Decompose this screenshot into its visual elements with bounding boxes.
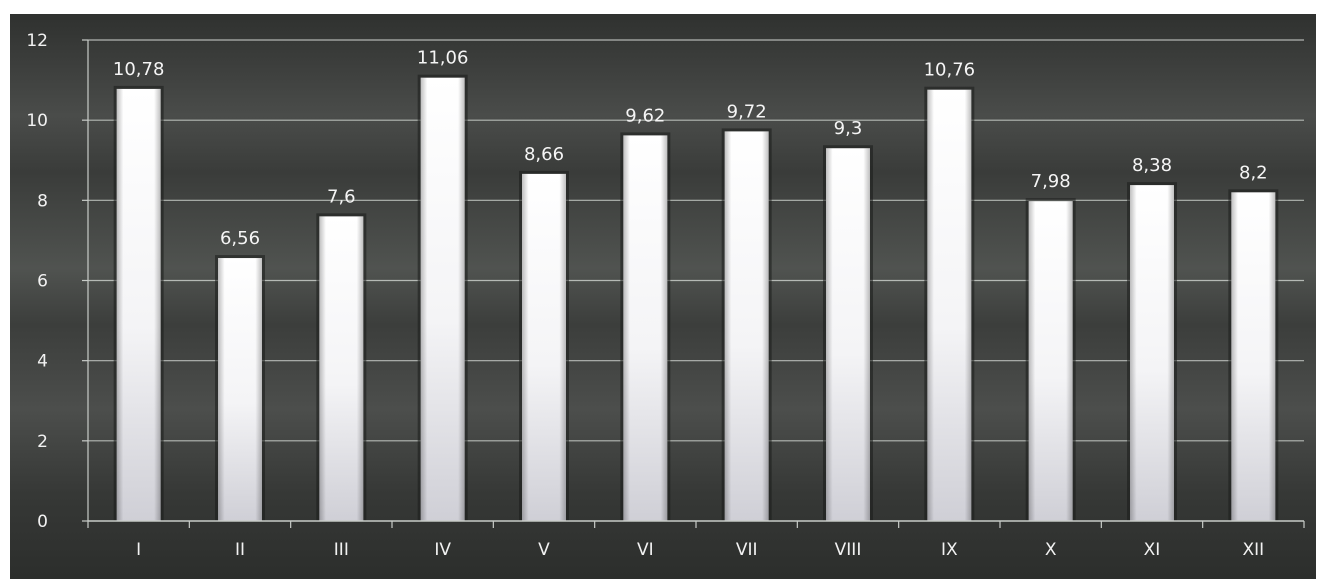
bar-shading — [724, 131, 769, 521]
x-tick-label: X — [1045, 540, 1057, 560]
labels: 0 2 4 6 8 10 12 10,78 I 6,56 II 7,6 III 11,06 IV 8,66 V 9… — [26, 31, 1267, 560]
x-tick-label: IX — [941, 540, 958, 560]
data-label: 10,78 — [113, 59, 165, 80]
x-tick-label: XII — [1242, 540, 1264, 560]
data-label: 8,2 — [1239, 162, 1268, 183]
data-label: 8,38 — [1132, 155, 1172, 176]
bar-shading — [116, 88, 161, 521]
bar-shading — [420, 77, 465, 521]
x-tick-label: XI — [1144, 540, 1161, 560]
y-tick-label: 4 — [37, 352, 48, 372]
x-tick-label: IV — [434, 540, 451, 560]
x-tick-label: VIII — [835, 540, 862, 560]
data-label: 6,56 — [220, 228, 260, 249]
bar-shading — [826, 148, 870, 521]
data-label: 10,76 — [924, 60, 976, 81]
bar-shading — [623, 135, 668, 522]
bar-shading — [522, 173, 566, 521]
x-tick-label: VI — [637, 540, 654, 560]
data-label: 9,62 — [625, 105, 665, 126]
data-label: 9,72 — [727, 101, 767, 122]
x-tick-label: II — [235, 540, 245, 560]
x-tick-label: I — [136, 540, 141, 560]
y-tick-label: 0 — [37, 512, 48, 532]
bars — [113, 74, 1279, 522]
bar-shading — [1130, 185, 1174, 521]
x-tick-label: III — [334, 540, 349, 560]
bar-shading — [218, 258, 262, 521]
bar-shading — [1231, 192, 1276, 522]
axes — [82, 39, 1305, 528]
bar-shading — [319, 216, 364, 521]
y-tick-label: 8 — [37, 191, 48, 211]
data-label: 7,6 — [327, 186, 356, 207]
bar-shading — [927, 89, 972, 521]
bar-shading — [1028, 201, 1073, 521]
data-label: 11,06 — [417, 48, 469, 69]
y-tick-label: 6 — [37, 272, 48, 292]
data-label: 9,3 — [834, 118, 863, 139]
data-label: 7,98 — [1031, 171, 1071, 192]
y-tick-label: 2 — [37, 432, 48, 452]
y-tick-label: 10 — [26, 111, 48, 131]
y-tick-label: 12 — [26, 31, 48, 51]
x-tick-label: VII — [736, 540, 758, 560]
x-tick-label: V — [538, 540, 550, 560]
data-label: 8,66 — [524, 144, 564, 165]
gridlines — [88, 39, 1304, 442]
